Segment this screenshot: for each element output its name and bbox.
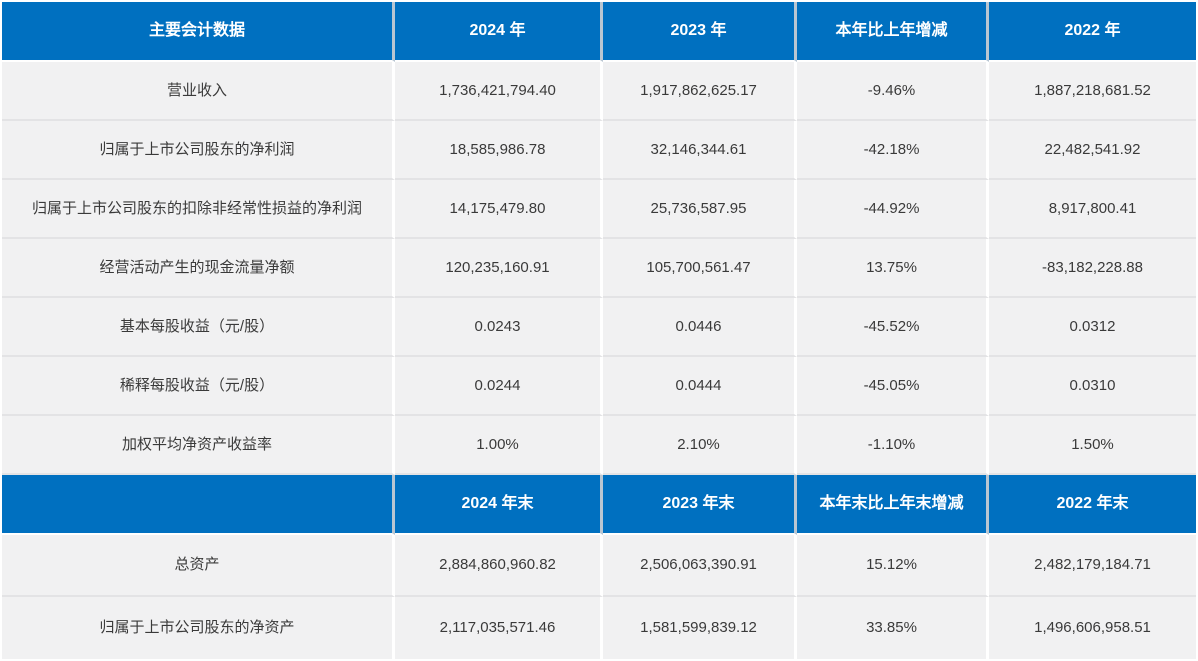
table-row: 稀释每股收益（元/股） 0.0244 0.0444 -45.05% 0.0310 (2, 357, 1196, 416)
value-cell: -44.92% (797, 180, 989, 239)
row-label-cell: 总资产 (2, 535, 395, 597)
table-row: 经营活动产生的现金流量净额 120,235,160.91 105,700,561.4… (2, 239, 1196, 298)
value-cell: 1,581,599,839.12 (603, 597, 797, 659)
header-cell: 2023 年末 (603, 475, 797, 535)
table-row: 归属于上市公司股东的扣除非经常性损益的净利润 14,175,479.80 25,73… (2, 180, 1196, 239)
value-cell: 1.00% (395, 416, 603, 475)
header-cell: 2024 年末 (395, 475, 603, 535)
table-row: 总资产 2,884,860,960.82 2,506,063,390.91 15.12… (2, 535, 1196, 597)
value-cell: -42.18% (797, 121, 989, 180)
table-row: 归属于上市公司股东的净利润 18,585,986.78 32,146,344.61-… (2, 121, 1196, 180)
value-cell: 0.0312 (989, 298, 1196, 357)
header-cell: 2023 年 (603, 2, 797, 62)
table-row: 加权平均净资产收益率 1.00% 2.10% -1.10% 1.50% (2, 416, 1196, 475)
row-label-cell: 基本每股收益（元/股） (2, 298, 395, 357)
header-cell: 2022 年 (989, 2, 1196, 62)
value-cell: 15.12% (797, 535, 989, 597)
table-row: 归属于上市公司股东的净资产 2,117,035,571.46 1,581,599,8… (2, 597, 1196, 659)
value-cell: 25,736,587.95 (603, 180, 797, 239)
value-cell: 33.85% (797, 597, 989, 659)
value-cell: 14,175,479.80 (395, 180, 603, 239)
row-label-cell: 经营活动产生的现金流量净额 (2, 239, 395, 298)
value-cell: 1,887,218,681.52 (989, 62, 1196, 121)
value-cell: 120,235,160.91 (395, 239, 603, 298)
value-cell: 32,146,344.61 (603, 121, 797, 180)
value-cell: 13.75% (797, 239, 989, 298)
value-cell: -45.52% (797, 298, 989, 357)
header-cell (2, 475, 395, 535)
table-header-row: 2024 年末 2023 年末 本年末比上年末增减 2022 年末 (2, 475, 1196, 535)
row-label-cell: 营业收入 (2, 62, 395, 121)
header-cell: 本年末比上年末增减 (797, 475, 989, 535)
table-row: 基本每股收益（元/股） 0.0243 0.0446 -45.52% 0.0312 (2, 298, 1196, 357)
header-cell: 2024 年 (395, 2, 603, 62)
row-label-cell: 稀释每股收益（元/股） (2, 357, 395, 416)
table-row: 营业收入 1,736,421,794.40 1,917,862,625.17 -9.4… (2, 62, 1196, 121)
value-cell: -9.46% (797, 62, 989, 121)
row-label-cell: 归属于上市公司股东的净利润 (2, 121, 395, 180)
value-cell: 1,736,421,794.40 (395, 62, 603, 121)
value-cell: 0.0446 (603, 298, 797, 357)
row-label-cell: 归属于上市公司股东的净资产 (2, 597, 395, 659)
value-cell: 0.0444 (603, 357, 797, 416)
value-cell: 18,585,986.78 (395, 121, 603, 180)
value-cell: -83,182,228.88 (989, 239, 1196, 298)
value-cell: 2,117,035,571.46 (395, 597, 603, 659)
value-cell: 0.0243 (395, 298, 603, 357)
value-cell: 2,884,860,960.82 (395, 535, 603, 597)
value-cell: 0.0310 (989, 357, 1196, 416)
value-cell: 1,917,862,625.17 (603, 62, 797, 121)
value-cell: 2.10% (603, 416, 797, 475)
header-cell: 主要会计数据 (2, 2, 395, 62)
row-label-cell: 加权平均净资产收益率 (2, 416, 395, 475)
table-header-row: 主要会计数据 2024 年 2023 年本年比上年增减 2022 年 (2, 2, 1196, 62)
header-cell: 2022 年末 (989, 475, 1196, 535)
value-cell: -45.05% (797, 357, 989, 416)
value-cell: -1.10% (797, 416, 989, 475)
value-cell: 0.0244 (395, 357, 603, 416)
value-cell: 2,482,179,184.71 (989, 535, 1196, 597)
value-cell: 8,917,800.41 (989, 180, 1196, 239)
row-label-cell: 归属于上市公司股东的扣除非经常性损益的净利润 (2, 180, 395, 239)
value-cell: 22,482,541.92 (989, 121, 1196, 180)
value-cell: 105,700,561.47 (603, 239, 797, 298)
value-cell: 1,496,606,958.51 (989, 597, 1196, 659)
header-cell: 本年比上年增减 (797, 2, 989, 62)
value-cell: 1.50% (989, 416, 1196, 475)
value-cell: 2,506,063,390.91 (603, 535, 797, 597)
